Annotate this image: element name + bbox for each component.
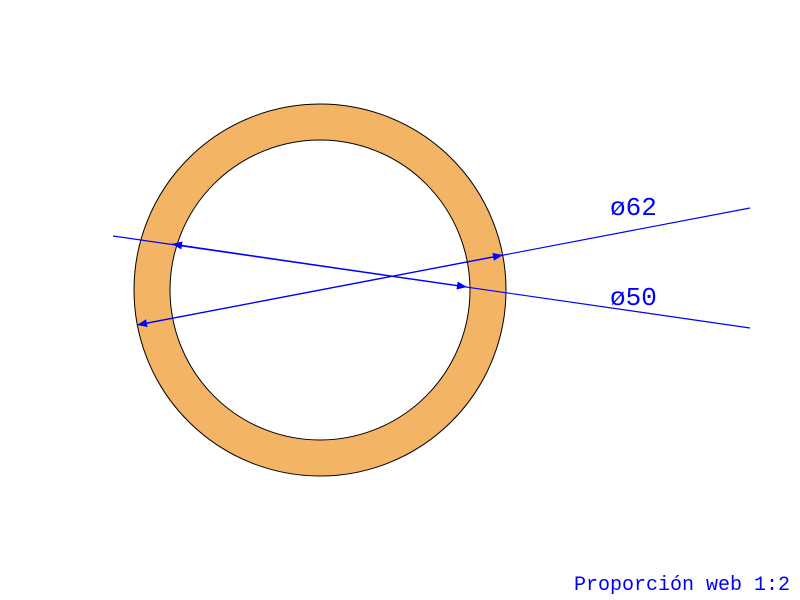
inner-dimension: ø50 bbox=[113, 236, 750, 328]
outer-dimension: ø62 bbox=[137, 193, 750, 325]
inner-dimension-label: ø50 bbox=[610, 283, 657, 313]
inner-dimension-arrows bbox=[172, 244, 467, 287]
outer-dimension-label: ø62 bbox=[610, 193, 657, 223]
scale-note: Proporción web 1:2 bbox=[574, 574, 790, 597]
